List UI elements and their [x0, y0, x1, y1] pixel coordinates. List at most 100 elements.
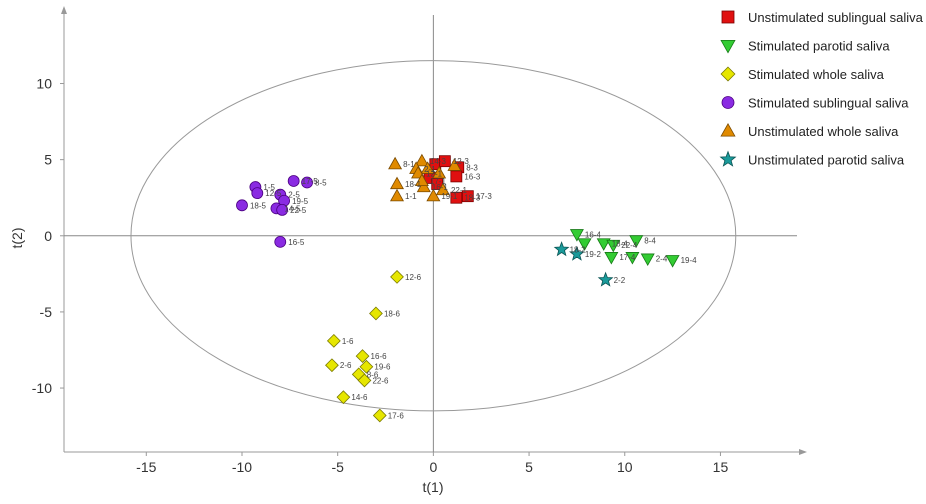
x-tick-label: -5 — [331, 459, 344, 475]
data-point-triangle-down — [606, 239, 621, 253]
legend-item: Unstimulated sublingual saliva — [721, 10, 924, 25]
data-point-circle — [301, 176, 313, 189]
point-label: 19-6 — [374, 363, 391, 372]
point-label: 2-6 — [340, 361, 352, 370]
data-point-star — [553, 241, 570, 257]
point-labels-group: 12-38-316-3 18-317-3 16-4 18-422-4 8-4 17-4 2-… — [250, 157, 697, 420]
x-tick-label: 0 — [429, 459, 437, 475]
data-point-circle — [236, 199, 248, 212]
legend: Unstimulated sublingual saliva Stimulated… — [719, 10, 924, 168]
point-label: 16-1 — [432, 183, 449, 192]
legend-marker-star — [719, 150, 737, 167]
data-point-square — [450, 170, 463, 183]
point-label: 8-5 — [315, 178, 327, 187]
x-tick-label: 5 — [525, 459, 533, 475]
point-label: 14-5 — [284, 204, 301, 213]
data-point-triangle-up — [414, 173, 429, 187]
data-point-circle — [287, 175, 300, 187]
data-point-diamond — [372, 408, 387, 423]
legend-label: Stimulated parotid saliva — [748, 39, 890, 54]
legend-item: Stimulated parotid saliva — [720, 39, 890, 54]
point-label: 12-6 — [405, 273, 422, 282]
data-point-triangle-up — [420, 161, 435, 174]
point-label: 1-6 — [342, 337, 354, 346]
legend-label: Unstimulated parotid saliva — [748, 153, 905, 168]
data-point-diamond — [325, 358, 339, 373]
point-label: 19-1 — [441, 192, 458, 201]
x-tick-label: -15 — [136, 459, 156, 475]
legend-label: Unstimulated sublingual saliva — [748, 10, 924, 25]
point-label: 22-6 — [372, 376, 389, 385]
legend-marker-triangle-up — [720, 122, 736, 137]
hotelling-ellipse — [130, 60, 737, 412]
x-tick-label: -10 — [232, 459, 252, 475]
plot-frame: -15 -10 -5 0 5 10 15 10 5 0 -5 -10 — [32, 6, 807, 475]
point-label: 1-1 — [405, 192, 417, 201]
data-point-triangle-down — [604, 252, 619, 265]
data-point-star — [597, 271, 614, 287]
point-label: 19-4 — [681, 256, 698, 265]
y-axis-label: t(2) — [9, 228, 25, 249]
point-label: 18-1 — [405, 180, 422, 189]
point-label: 22-5 — [290, 206, 307, 215]
y-tick-label: -10 — [32, 380, 52, 396]
legend-marker-triangle-down — [720, 40, 736, 54]
data-point-triangle-down — [629, 235, 644, 248]
y-axis-arrow — [61, 6, 67, 14]
point-label: 2-1 — [424, 165, 436, 174]
point-label: 8-4 — [644, 236, 656, 245]
point-label: 16-4 — [585, 230, 602, 239]
x-axis-arrow — [799, 449, 807, 455]
data-point-diamond — [369, 306, 383, 321]
legend-marker-circle — [721, 96, 735, 109]
point-label: 18-4 — [612, 239, 629, 248]
x-tick-label: 10 — [617, 459, 633, 475]
y-tick-label: -5 — [40, 304, 53, 320]
point-label: 8-3 — [466, 163, 478, 172]
point-label: 17-6 — [388, 411, 405, 420]
point-label: 17-1 — [430, 177, 447, 186]
data-point-triangle-down — [625, 252, 640, 265]
data-point-triangle-up — [388, 156, 403, 170]
point-label: 19-5 — [292, 197, 309, 206]
data-point-diamond — [355, 349, 370, 363]
data-point-triangle-up — [426, 188, 441, 202]
data-point-triangle-down — [596, 238, 611, 251]
point-label: 8-6 — [367, 370, 379, 379]
point-label: 12-3 — [453, 157, 470, 166]
point-label: 12-5 — [265, 189, 282, 198]
point-label: 16-5 — [288, 238, 305, 247]
data-point-triangle-up — [416, 179, 431, 193]
data-point-square — [438, 155, 451, 168]
legend-marker-diamond — [720, 66, 736, 82]
points-group — [236, 153, 680, 423]
point-label: 22-1 — [451, 186, 468, 195]
y-tick-label: 0 — [44, 228, 52, 244]
data-point-circle — [276, 203, 289, 216]
data-point-triangle-down — [577, 238, 592, 251]
data-point-diamond — [336, 390, 351, 405]
legend-item: Stimulated sublingual saliva — [721, 96, 909, 111]
legend-item: Stimulated whole saliva — [720, 66, 885, 82]
legend-item: Unstimulated whole saliva — [720, 122, 899, 139]
point-label: 12-1 — [426, 169, 443, 178]
legend-item: Unstimulated parotid saliva — [719, 150, 905, 168]
data-point-circle — [251, 187, 264, 200]
point-label: 16-6 — [371, 352, 388, 361]
data-point-diamond — [390, 270, 404, 284]
point-label: 18-6 — [384, 309, 401, 318]
point-label: 17-3 — [476, 192, 493, 201]
data-point-circle — [274, 235, 287, 248]
x-axis-label: t(1) — [423, 479, 444, 495]
point-label: 14-6 — [351, 393, 368, 402]
point-label: 16-3 — [464, 172, 481, 181]
point-label: 22-4 — [621, 241, 638, 250]
point-label: 2-2 — [614, 276, 626, 285]
point-label: 17-4 — [619, 253, 636, 262]
hotelling-ellipse-group — [130, 60, 737, 412]
legend-label: Unstimulated whole saliva — [748, 124, 899, 139]
x-tick-label: 15 — [713, 459, 729, 475]
point-label: 8-1 — [403, 160, 415, 169]
